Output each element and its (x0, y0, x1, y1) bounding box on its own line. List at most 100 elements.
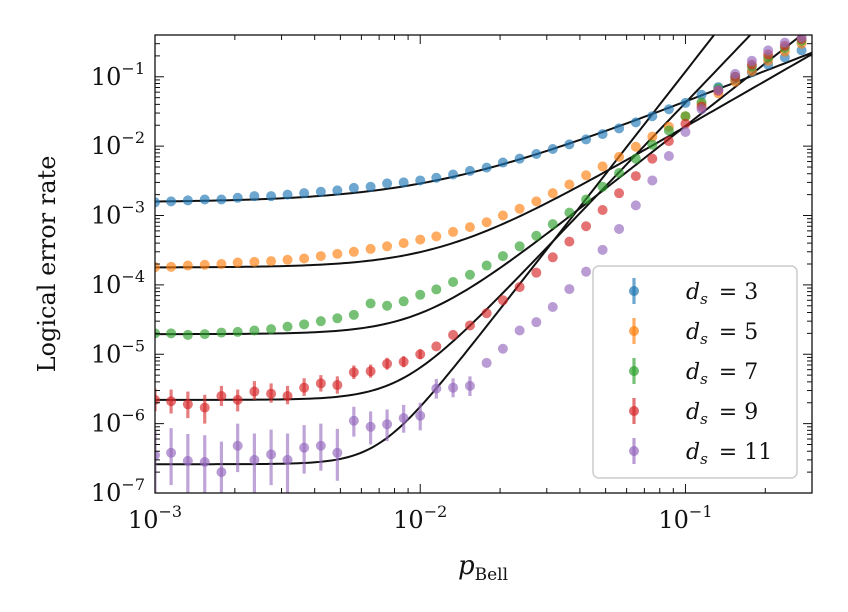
data-point (614, 123, 625, 134)
data-point (249, 256, 260, 267)
data-point (597, 181, 608, 192)
data-point (332, 380, 343, 391)
data-point (680, 111, 691, 122)
x-tick-label: 10−1 (658, 502, 712, 534)
data-point (415, 234, 426, 245)
legend: ds = 3 ds = 5 ds = 7 ds = 9 ds = 11 (592, 265, 798, 479)
data-point (431, 231, 442, 242)
data-point (315, 440, 326, 451)
legend-label: ds = 11 (686, 440, 772, 468)
data-point (232, 394, 243, 405)
data-point (332, 185, 343, 196)
data-point (630, 141, 641, 152)
legend-box (592, 265, 798, 479)
data-point (266, 324, 277, 335)
data-point (182, 260, 193, 271)
data-point (266, 191, 277, 202)
data-point (415, 349, 426, 360)
data-point (514, 325, 525, 336)
data-point (249, 191, 260, 202)
data-point (597, 129, 608, 140)
data-point (216, 327, 227, 338)
data-point (464, 222, 475, 233)
data-point (531, 317, 542, 328)
legend-item: ds = 3 (629, 278, 758, 308)
axis-ticks (154, 34, 813, 494)
y-tick-label: 10−1 (91, 59, 145, 91)
data-point (547, 143, 558, 154)
data-point (332, 447, 343, 458)
legend-item: ds = 5 (629, 318, 758, 348)
data-point (564, 284, 575, 295)
data-point (647, 175, 658, 186)
data-point (597, 244, 608, 255)
data-point (398, 177, 409, 188)
data-point (464, 380, 475, 391)
data-point (398, 356, 409, 367)
legend-item: ds = 9 (629, 398, 758, 428)
data-point (547, 188, 558, 199)
data-point (166, 196, 177, 207)
data-point (547, 219, 558, 230)
data-point (581, 134, 592, 145)
data-point (497, 210, 508, 221)
data-point (680, 97, 691, 108)
data-point (266, 256, 277, 267)
data-point (514, 241, 525, 252)
data-point (497, 295, 508, 306)
data-point (332, 248, 343, 259)
data-point (382, 300, 393, 311)
y-tick-label: 10−3 (91, 198, 145, 230)
data-point (282, 391, 293, 402)
data-point (630, 200, 641, 211)
data-point (531, 196, 542, 207)
data-point (514, 153, 525, 164)
data-point (779, 37, 790, 48)
data-point (382, 178, 393, 189)
data-point (398, 413, 409, 424)
data-point (663, 136, 674, 147)
data-point (216, 259, 227, 269)
data-point (431, 383, 442, 394)
data-point (398, 238, 409, 249)
data-point (481, 162, 492, 173)
data-point (365, 181, 376, 192)
data-point (581, 194, 592, 205)
data-point (448, 169, 459, 180)
data-points (155, 35, 807, 478)
data-point (199, 329, 210, 340)
data-point (614, 151, 625, 162)
data-point (730, 68, 741, 79)
data-point (564, 139, 575, 150)
data-point (448, 226, 459, 237)
data-point (514, 282, 525, 293)
x-tick-label: 10−3 (128, 502, 182, 534)
data-point (514, 203, 525, 214)
data-point (199, 402, 210, 413)
data-point (531, 230, 542, 241)
data-point (796, 35, 807, 43)
data-point (597, 205, 608, 216)
data-point (216, 194, 227, 205)
data-point (282, 189, 293, 200)
data-point (597, 161, 608, 172)
y-tick-label: 10−6 (91, 406, 145, 438)
data-point (581, 221, 592, 232)
data-point (581, 170, 592, 181)
data-point (348, 415, 359, 426)
data-point (680, 126, 691, 137)
data-point (382, 241, 393, 252)
data-point (497, 251, 508, 262)
data-point (365, 298, 376, 309)
data-point (581, 266, 592, 277)
fit-line-5 (155, 35, 716, 466)
fit-line-2 (155, 53, 812, 269)
data-point (232, 440, 243, 451)
data-point (647, 111, 658, 122)
data-point (464, 269, 475, 280)
data-point (497, 157, 508, 168)
data-point (663, 151, 674, 162)
plot-area (155, 35, 812, 493)
data-point (547, 252, 558, 263)
data-point (348, 182, 359, 193)
